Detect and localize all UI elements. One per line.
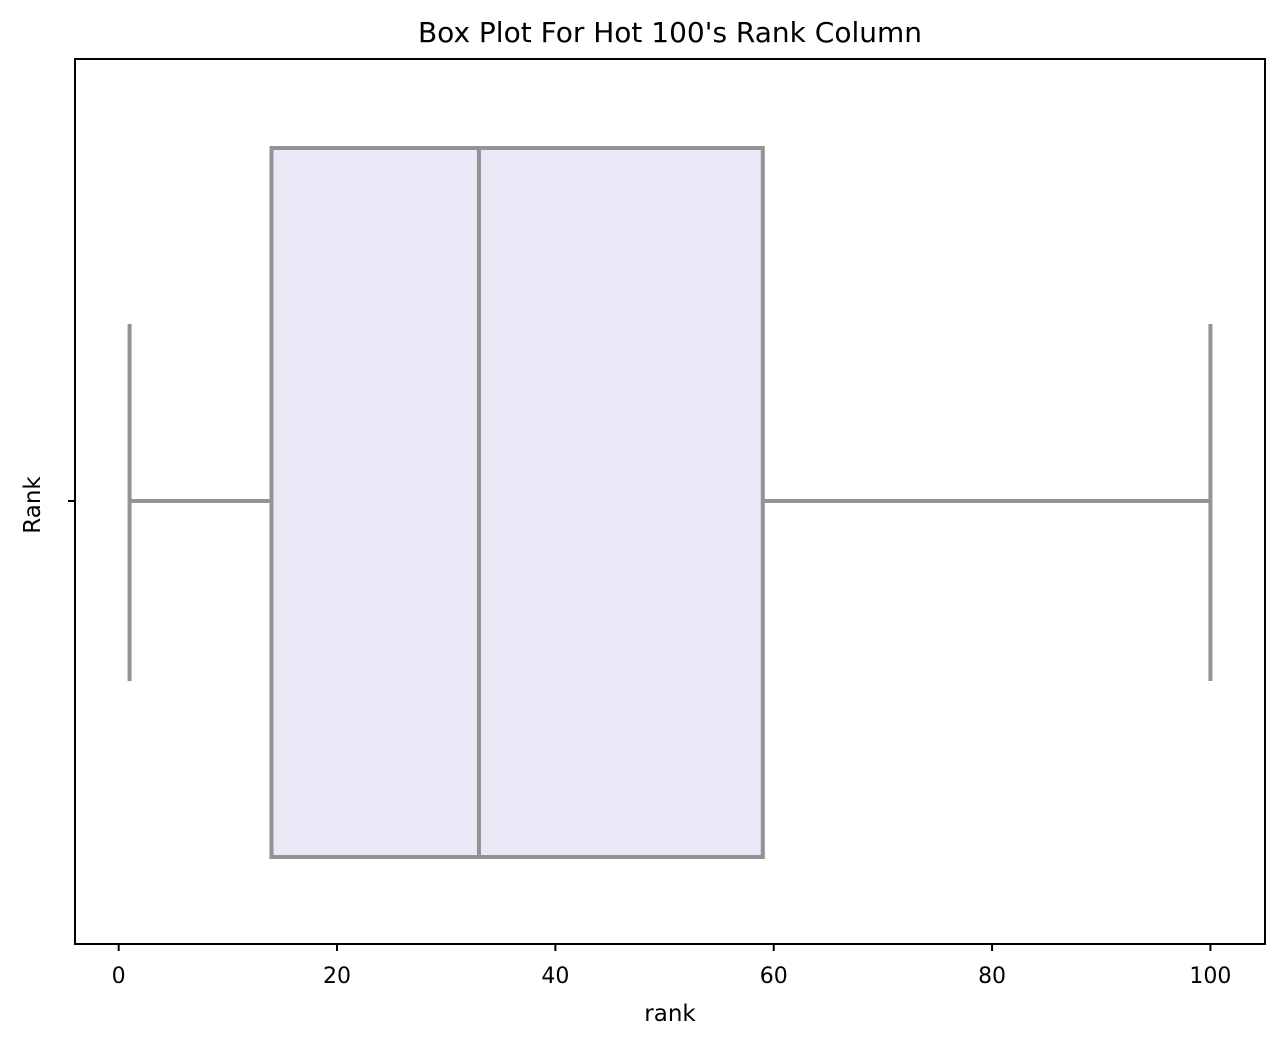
chart-title: Box Plot For Hot 100's Rank Column	[418, 16, 922, 49]
y-axis-label: Rank	[20, 476, 46, 534]
x-tick-label: 100	[1189, 964, 1231, 989]
x-tick-label: 20	[323, 964, 351, 989]
x-axis-label: rank	[644, 1001, 696, 1027]
x-axis-ticks: 0 20 40 60 80 100	[112, 944, 1231, 989]
interquartile-box	[269, 146, 765, 859]
box-plot-marks	[127, 146, 1213, 859]
x-tick-label: 80	[978, 964, 1006, 989]
x-tick-label: 40	[541, 964, 569, 989]
x-tick-label: 60	[760, 964, 788, 989]
x-tick-label: 0	[112, 964, 126, 989]
